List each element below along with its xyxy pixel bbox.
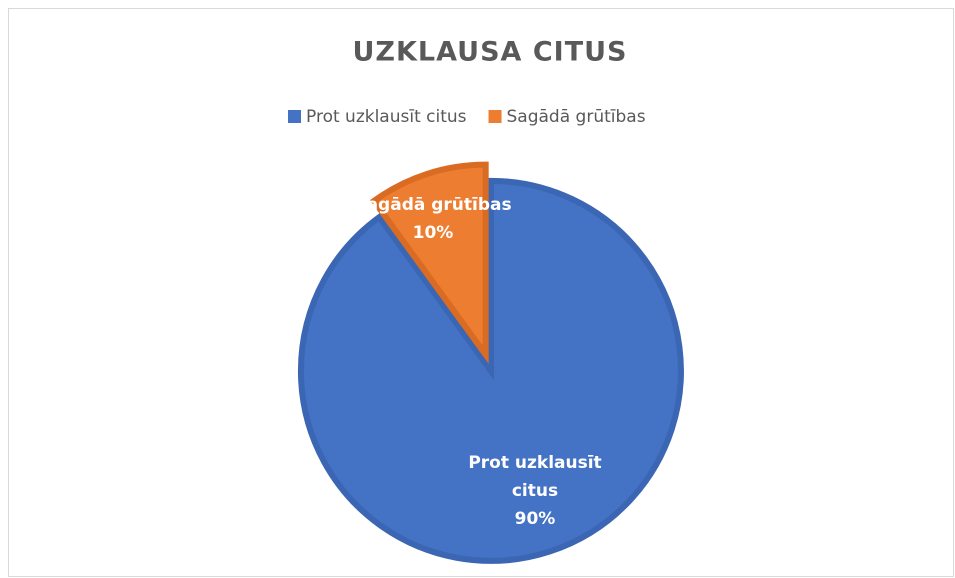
data-label: Prot uzklausīt citus 90%	[460, 449, 610, 533]
data-label: Sagādā grūtības 10%	[348, 191, 518, 247]
data-label-text: 90%	[514, 509, 556, 529]
data-label-text: Prot uzklausīt citus	[468, 453, 602, 501]
pie	[297, 161, 684, 564]
chart-title: UZKLAUSA CITUS	[352, 37, 627, 68]
pie-slice	[369, 161, 489, 364]
legend-label: Prot uzklausīt citus	[306, 107, 467, 127]
data-label-text: 10%	[412, 223, 454, 243]
data-label-text: Sagādā grūtības	[354, 195, 512, 215]
pie-slice	[297, 177, 684, 564]
legend: Prot uzklausīt citus Sagādā grūtības	[288, 107, 646, 127]
legend-swatch	[488, 110, 502, 123]
legend-swatch	[288, 110, 301, 123]
legend-label: Sagādā grūtības	[507, 107, 646, 127]
